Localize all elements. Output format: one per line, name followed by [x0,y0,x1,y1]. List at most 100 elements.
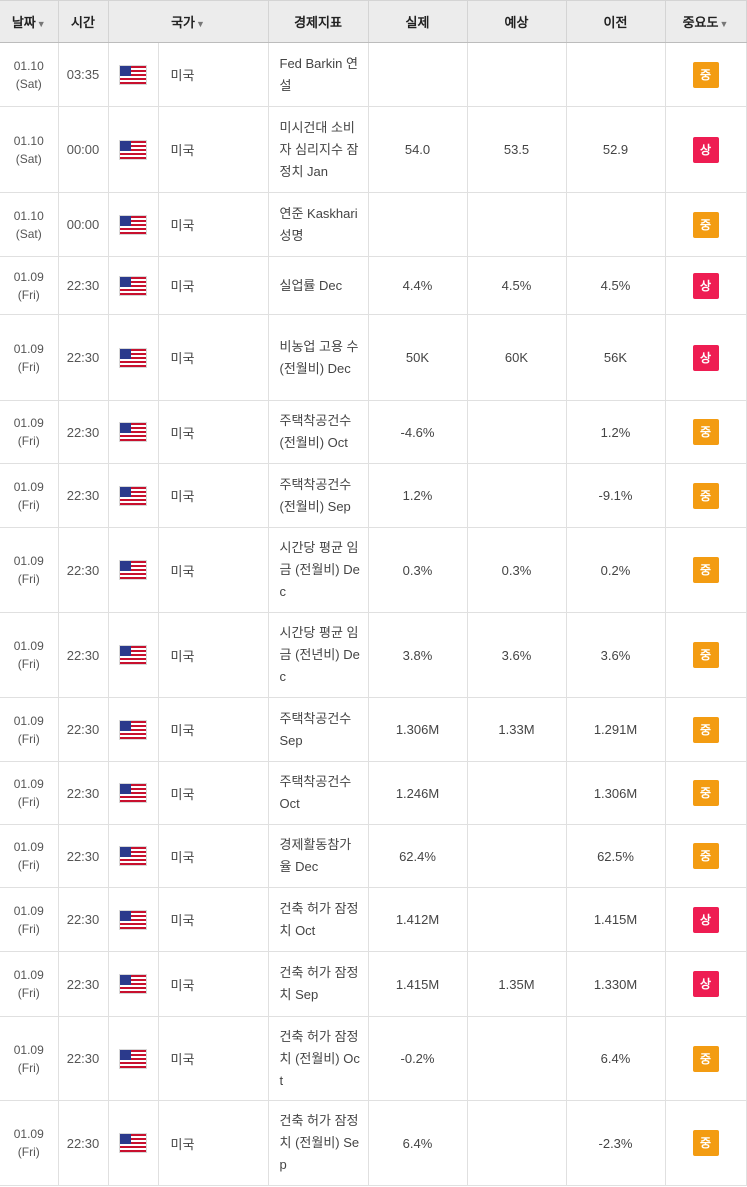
importance-cell: 중 [665,697,747,762]
us-flag-icon [120,276,146,295]
previous-cell: 6.4% [566,1016,666,1101]
date-text: 01.10 [13,133,44,148]
flag-cell [108,1100,159,1186]
table-row[interactable]: 01.09 (Fri) 22:30 미국 건축 허가 잠정치 Sep 1.415M 1.35… [0,951,747,1017]
indicator-cell[interactable]: 주택착공건수 Oct [268,761,369,825]
flag-cell [108,887,159,952]
table-row[interactable]: 01.09 (Fri) 22:30 미국 주택착공건수 Sep 1.306M 1.33M 1.… [0,697,747,762]
table-row[interactable]: 01.09 (Fri) 22:30 미국 건축 허가 잠정치 (전월비) Oct -0.2… [0,1016,747,1101]
table-row[interactable]: 01.10 (Sat) 00:00 미국 미시건대 소비자 심리지수 잠정치 Jan 54… [0,106,747,193]
importance-badge: 상 [692,906,719,933]
us-flag-icon [120,486,146,505]
table-row[interactable]: 01.09 (Fri) 22:30 미국 주택착공건수 (전월비) Sep 1.2% -9.… [0,463,747,528]
indicator-cell[interactable]: 시간당 평균 임금 (전월비) Dec [268,527,369,613]
previous-header-label: 이전 [603,15,628,30]
indicator-cell[interactable]: 시간당 평균 임금 (전년비) Dec [268,612,369,698]
importance-cell: 상 [665,106,747,193]
time-cell: 22:30 [58,1100,109,1186]
country-column-header[interactable]: 국가▼ [108,0,269,43]
actual-cell: -0.2% [368,1016,468,1101]
date-column-header[interactable]: 날짜▼ [0,0,59,43]
actual-cell: 1.306M [368,697,468,762]
us-flag-icon [120,1049,146,1068]
forecast-column-header: 예상 [467,0,567,43]
table-row[interactable]: 01.09 (Fri) 22:30 미국 시간당 평균 임금 (전년비) Dec 3.8%… [0,612,747,698]
flag-cell [108,192,159,257]
day-text: (Sat) [15,76,42,91]
time-cell: 22:30 [58,400,109,464]
actual-cell: 3.8% [368,612,468,698]
previous-cell [566,42,666,107]
indicator-cell[interactable]: 건축 허가 잠정치 (전월비) Oct [268,1016,369,1101]
forecast-cell: 1.35M [467,951,567,1017]
table-row[interactable]: 01.09 (Fri) 22:30 미국 주택착공건수 (전월비) Oct -4.6% 1.… [0,400,747,464]
table-row[interactable]: 01.10 (Sat) 03:35 미국 Fed Barkin 연설 중 [0,42,747,107]
importance-badge: 상 [692,344,719,371]
importance-column-header[interactable]: 중요도▼ [665,0,747,43]
table-row[interactable]: 01.09 (Fri) 22:30 미국 시간당 평균 임금 (전월비) Dec 0.3%… [0,527,747,613]
indicator-cell[interactable]: 미시건대 소비자 심리지수 잠정치 Jan [268,106,369,193]
indicator-cell[interactable]: 실업률 Dec [268,256,369,315]
previous-cell: 52.9 [566,106,666,193]
date-cell: 01.09 (Fri) [0,1100,59,1186]
table-row[interactable]: 01.10 (Sat) 00:00 미국 연준 Kaskhari 성명 중 [0,192,747,257]
time-header-label: 시간 [71,15,95,30]
table-row[interactable]: 01.09 (Fri) 22:30 미국 건축 허가 잠정치 (전월비) Sep 6.4%… [0,1100,747,1186]
indicator-cell[interactable]: 건축 허가 잠정치 Oct [268,887,369,952]
time-cell: 22:30 [58,527,109,613]
country-cell: 미국 [158,887,269,952]
forecast-cell [467,887,567,952]
indicator-cell[interactable]: 건축 허가 잠정치 (전월비) Sep [268,1100,369,1186]
table-row[interactable]: 01.09 (Fri) 22:30 미국 실업률 Dec 4.4% 4.5% 4.5% 상 [0,256,747,315]
country-cell: 미국 [158,192,269,257]
date-cell: 01.09 (Fri) [0,400,59,464]
day-text: (Fri) [17,1145,40,1159]
date-cell: 01.09 (Fri) [0,697,59,762]
indicator-cell[interactable]: 주택착공건수 Sep [268,697,369,762]
date-text: 01.09 [13,903,44,918]
time-column-header: 시간 [58,0,109,43]
importance-cell: 중 [665,42,747,107]
indicator-cell[interactable]: Fed Barkin 연설 [268,42,369,107]
table-row[interactable]: 01.09 (Fri) 22:30 미국 건축 허가 잠정치 Oct 1.412M 1.41… [0,887,747,952]
actual-cell: 1.415M [368,951,468,1017]
time-cell: 22:30 [58,463,109,528]
day-text: (Fri) [17,434,40,448]
time-cell: 22:30 [58,761,109,825]
indicator-cell[interactable]: 주택착공건수 (전월비) Oct [268,400,369,464]
indicator-cell[interactable]: 비농업 고용 수 (전월비) Dec [268,314,369,401]
indicator-cell[interactable]: 건축 허가 잠정치 Sep [268,951,369,1017]
flag-cell [108,697,159,762]
previous-cell: 62.5% [566,824,666,888]
date-cell: 01.09 (Fri) [0,887,59,952]
table-row[interactable]: 01.09 (Fri) 22:30 미국 경제활동참가율 Dec 62.4% 62.5% 중 [0,824,747,888]
previous-cell: 0.2% [566,527,666,613]
flag-cell [108,42,159,107]
importance-cell: 상 [665,951,747,1017]
date-text: 01.09 [13,840,44,854]
indicator-cell[interactable]: 연준 Kaskhari 성명 [268,192,369,257]
date-cell: 01.09 (Fri) [0,463,59,528]
us-flag-icon [120,720,146,739]
country-cell: 미국 [158,761,269,825]
flag-cell [108,256,159,315]
actual-cell: 50K [368,314,468,401]
table-row[interactable]: 01.09 (Fri) 22:30 미국 비농업 고용 수 (전월비) Dec 50K 60… [0,314,747,401]
forecast-cell [467,761,567,825]
sort-arrow-icon: ▼ [719,19,729,29]
date-text: 01.09 [13,639,44,653]
flag-cell [108,106,159,193]
indicator-cell[interactable]: 경제활동참가율 Dec [268,824,369,888]
sort-arrow-icon: ▼ [36,19,46,29]
date-text: 01.09 [13,713,44,728]
indicator-cell[interactable]: 주택착공건수 (전월비) Sep [268,463,369,528]
forecast-cell: 60K [467,314,567,401]
flag-cell [108,527,159,613]
importance-badge: 중 [692,61,719,88]
country-cell: 미국 [158,951,269,1017]
previous-cell: 56K [566,314,666,401]
table-row[interactable]: 01.09 (Fri) 22:30 미국 주택착공건수 Oct 1.246M 1.306M 중 [0,761,747,825]
country-cell: 미국 [158,42,269,107]
time-cell: 22:30 [58,256,109,315]
date-cell: 01.09 (Fri) [0,761,59,825]
